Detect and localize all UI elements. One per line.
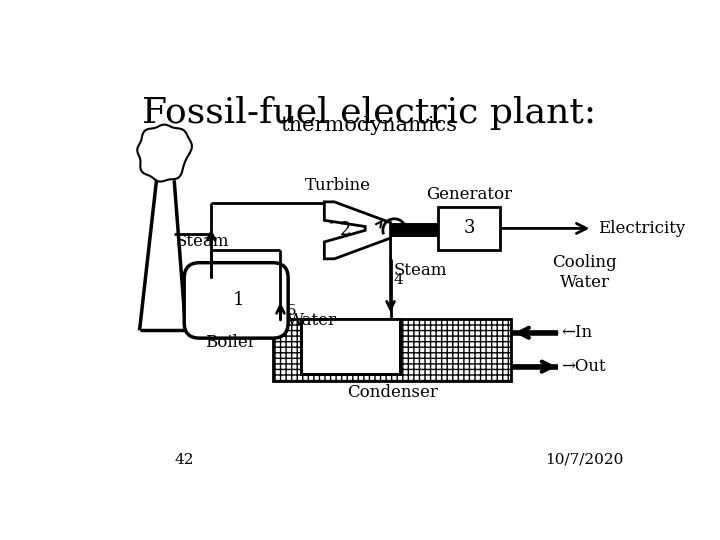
Text: 2: 2 xyxy=(341,221,351,239)
Polygon shape xyxy=(138,125,192,181)
Text: Generator: Generator xyxy=(426,186,512,204)
Text: Condenser: Condenser xyxy=(346,384,438,401)
Text: Water: Water xyxy=(287,312,337,329)
Text: 4: 4 xyxy=(394,273,403,287)
Text: 10/7/2020: 10/7/2020 xyxy=(546,453,624,467)
Text: 42: 42 xyxy=(174,453,194,467)
Text: Fossil-fuel electric plant:: Fossil-fuel electric plant: xyxy=(142,96,596,130)
Text: Steam: Steam xyxy=(175,233,229,251)
Bar xyxy=(301,319,400,374)
Text: thermodynamics: thermodynamics xyxy=(281,116,457,134)
Text: 1: 1 xyxy=(233,292,244,309)
Bar xyxy=(273,319,511,381)
Text: Boiler: Boiler xyxy=(205,334,256,352)
Text: Turbine: Turbine xyxy=(305,177,372,194)
Text: Electricity: Electricity xyxy=(598,220,685,237)
Text: 5: 5 xyxy=(287,304,296,318)
Text: ←In: ←In xyxy=(562,324,593,341)
Text: →Out: →Out xyxy=(562,358,606,375)
Polygon shape xyxy=(324,202,390,259)
Text: Cooling
Water: Cooling Water xyxy=(552,254,617,291)
Text: Steam: Steam xyxy=(394,262,447,279)
Bar xyxy=(438,207,500,249)
Text: 3: 3 xyxy=(464,219,475,238)
FancyBboxPatch shape xyxy=(184,262,288,338)
